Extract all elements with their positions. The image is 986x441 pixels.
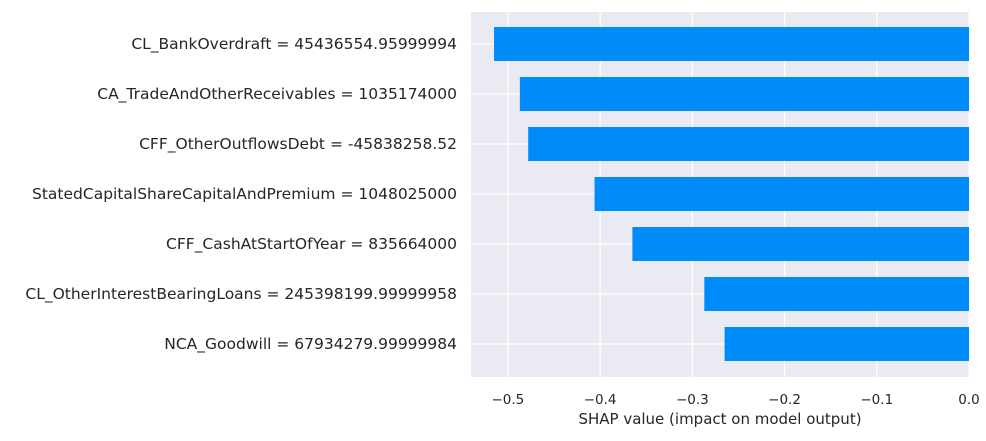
x-tick-label: −0.3: [676, 392, 709, 408]
bar: [528, 127, 969, 161]
y-tick-label: CFF_CashAtStartOfYear = 835664000: [166, 235, 457, 254]
x-tick-label: −0.2: [768, 392, 801, 408]
y-tick-label: CL_BankOverdraft = 45436554.95999994: [131, 35, 457, 54]
x-tick-label: −0.4: [584, 392, 617, 408]
y-tick-labels: CL_BankOverdraft = 45436554.95999994 CA_T…: [25, 35, 457, 354]
x-tick-labels: −0.5 −0.4 −0.3 −0.2 −0.1 0.0: [491, 392, 979, 408]
y-tick-label: CL_OtherInterestBearingLoans = 245398199…: [25, 285, 457, 304]
x-tick-label: −0.5: [491, 392, 524, 408]
x-axis-label: SHAP value (impact on model output): [578, 410, 861, 428]
bar: [632, 227, 969, 261]
bar: [724, 327, 969, 361]
bar: [494, 27, 969, 61]
x-tick-label: −0.1: [860, 392, 893, 408]
y-tick-label: CA_TradeAndOtherReceivables = 1035174000: [97, 85, 457, 104]
bar: [594, 177, 969, 211]
bars: [494, 27, 969, 361]
y-tick-label: NCA_Goodwill = 67934279.99999984: [164, 335, 457, 354]
y-tick-label: CFF_OtherOutflowsDebt = -45838258.52: [139, 135, 457, 154]
x-tick-label: 0.0: [958, 392, 979, 408]
bar: [519, 77, 969, 111]
bar: [704, 277, 969, 311]
y-tick-label: StatedCapitalShareCapitalAndPremium = 10…: [32, 185, 457, 203]
